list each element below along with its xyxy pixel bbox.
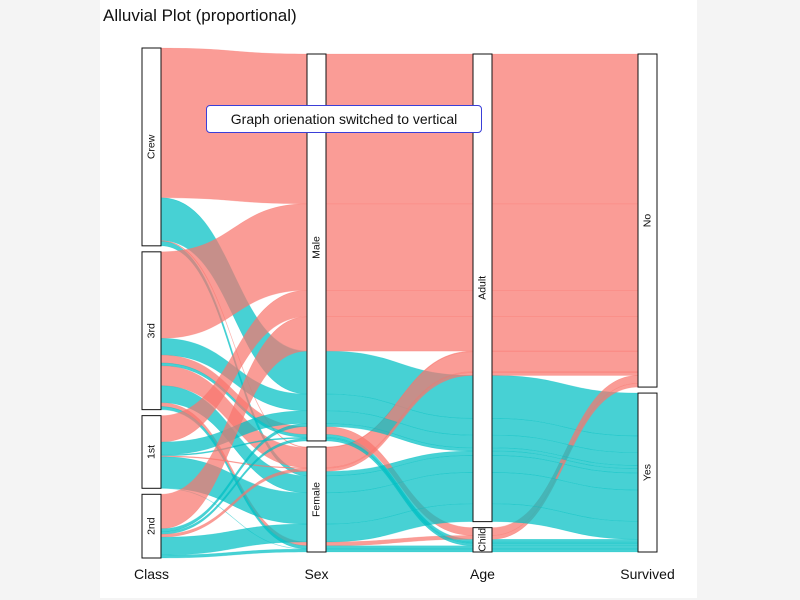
flow-ribbon-sex-female-to-age-child-yes bbox=[325, 545, 474, 550]
stratum-label-class-3rd: 3rd bbox=[146, 323, 158, 338]
stratum-class-1st bbox=[141, 415, 162, 489]
stratum-label-sex-female: Female bbox=[311, 482, 323, 517]
stratum-sex-female bbox=[306, 446, 327, 553]
axis-survived: No Yes Survived bbox=[620, 53, 675, 582]
axis-age: Adult Child Age bbox=[470, 53, 495, 582]
stratum-class-crew bbox=[141, 47, 162, 247]
axis-label-age: Age bbox=[470, 566, 495, 582]
orientation-tooltip: Graph orienation switched to vertical bbox=[206, 105, 482, 133]
flow-ribbon-age-adult-to-survived-no-no bbox=[491, 372, 639, 376]
stratum-class-2nd bbox=[141, 493, 162, 559]
flow-ribbon-age-adult-to-survived-no-no bbox=[491, 351, 639, 372]
stratum-age-adult bbox=[472, 53, 493, 523]
flow-ribbon-age-child-to-survived-yes-yes bbox=[491, 545, 639, 550]
axis-class: Crew 3rd 1st 2nd Class bbox=[134, 47, 169, 582]
stratum-label-class-2nd: 2nd bbox=[146, 517, 158, 535]
axis-sex: Male Female Sex bbox=[304, 53, 329, 582]
flow-ribbon-age-adult-to-survived-no-no bbox=[491, 203, 639, 291]
axis-label-survived: Survived bbox=[620, 566, 674, 582]
flow-ribbon-age-child-to-survived-yes-yes bbox=[491, 548, 639, 553]
flow-ribbon-age-adult-to-survived-no-no bbox=[491, 316, 639, 352]
chart-title: Alluvial Plot (proportional) bbox=[103, 6, 297, 25]
flow-ribbon-age-adult-to-survived-no-no bbox=[491, 53, 639, 205]
stratum-class-3rd bbox=[141, 251, 162, 411]
stratum-sex-male bbox=[306, 53, 327, 442]
flow-ribbon-sex-male-to-age-adult-no bbox=[325, 316, 474, 352]
stratum-label-survived-yes: Yes bbox=[642, 464, 654, 481]
flow-ribbon-age-child-to-survived-yes-yes bbox=[491, 538, 639, 543]
axis-label-sex: Sex bbox=[304, 566, 328, 582]
flow-ribbon-sex-male-to-age-adult-no bbox=[325, 203, 474, 291]
flow-ribbon-sex-male-to-age-adult-no bbox=[325, 289, 474, 317]
stratum-label-age-child: Child bbox=[477, 528, 489, 552]
stratum-label-class-crew: Crew bbox=[146, 134, 158, 159]
stratum-label-class-1st: 1st bbox=[146, 445, 158, 459]
flow-ribbon-age-child-to-survived-yes-yes bbox=[491, 542, 639, 547]
axis-label-class: Class bbox=[134, 566, 169, 582]
stratum-age-child bbox=[472, 527, 493, 553]
flow-ribbon-age-adult-to-survived-no-no bbox=[491, 289, 639, 317]
stratum-label-age-adult: Adult bbox=[477, 276, 489, 300]
stratum-label-sex-male: Male bbox=[311, 236, 323, 259]
flow-ribbon-sex-female-to-age-child-yes bbox=[325, 548, 474, 553]
stratum-survived-yes bbox=[637, 392, 658, 553]
stratum-survived-no bbox=[637, 53, 658, 388]
stratum-label-survived-no: No bbox=[642, 214, 654, 228]
